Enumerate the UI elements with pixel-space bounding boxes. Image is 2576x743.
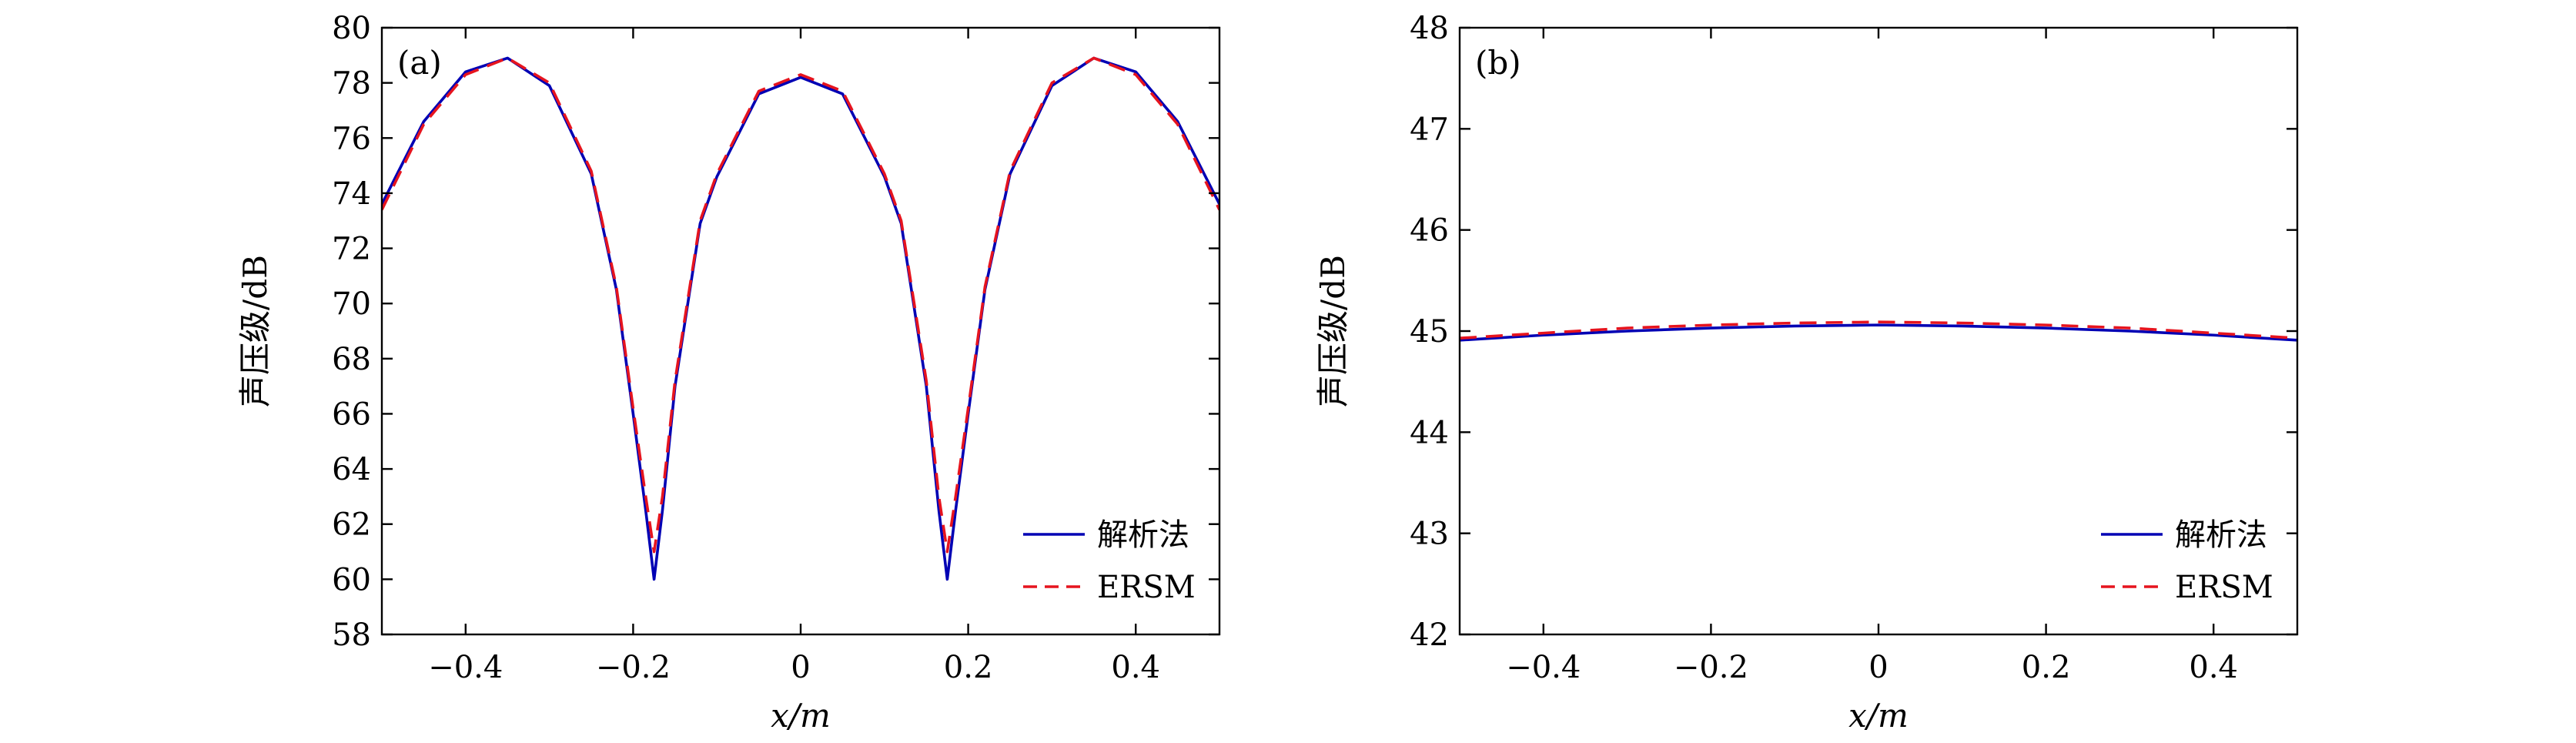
y-tick-label: 72 bbox=[332, 232, 371, 267]
y-tick-label: 43 bbox=[1410, 517, 1449, 552]
y-axis-label: 声压级/dB bbox=[236, 255, 274, 407]
y-tick-label: 45 bbox=[1410, 314, 1449, 350]
y-tick-label: 48 bbox=[1410, 11, 1449, 46]
x-tick-label: −0.2 bbox=[1674, 650, 1748, 685]
y-tick-label: 47 bbox=[1410, 112, 1449, 147]
x-tick-label: 0 bbox=[1868, 650, 1888, 685]
legend: 解析法 ERSM bbox=[1023, 517, 1196, 605]
axes-frame bbox=[380, 26, 1221, 636]
series-line-analytic bbox=[1460, 323, 2297, 342]
y-axis-label: 声压级/dB bbox=[1314, 255, 1352, 407]
y-tick-label: 64 bbox=[332, 452, 371, 487]
y-tick-label: 80 bbox=[332, 11, 371, 46]
x-tick-label: 0.2 bbox=[944, 650, 993, 685]
series-line-analytic bbox=[382, 56, 1219, 581]
x-tick-label: −0.4 bbox=[1506, 650, 1581, 685]
y-tick-label: 44 bbox=[1410, 415, 1449, 450]
x-tick-label: 0.2 bbox=[2022, 650, 2071, 685]
y-tick-label: 66 bbox=[332, 397, 371, 432]
y-tick-label: 76 bbox=[332, 121, 371, 156]
legend-label: 解析法 bbox=[1097, 517, 1189, 553]
x-tick-label: 0.4 bbox=[2189, 650, 2238, 685]
x-tick-label: 0.4 bbox=[1111, 650, 1160, 685]
y-tick-label: 58 bbox=[332, 617, 371, 653]
chart-panel-a: −0.4 −0.2 0 0.2 0.4 58 60 62 64 66 68 70 72 74 76 78 80 (… bbox=[236, 11, 1221, 735]
x-tick-label: 0 bbox=[791, 650, 810, 685]
series-line-ersm bbox=[382, 56, 1219, 554]
legend: 解析法 ERSM bbox=[2101, 517, 2273, 605]
legend-label: 解析法 bbox=[2175, 517, 2267, 553]
x-tick-label: −0.4 bbox=[428, 650, 503, 685]
x-axis-label: x/m bbox=[1848, 697, 1909, 735]
y-tick-label: 78 bbox=[332, 66, 371, 102]
series-line-ersm bbox=[1460, 320, 2297, 340]
y-tick-label: 60 bbox=[332, 562, 371, 597]
y-tick-label: 42 bbox=[1410, 617, 1449, 653]
legend-label: ERSM bbox=[1097, 570, 1196, 605]
x-axis-label: x/m bbox=[771, 697, 831, 735]
panel-label: (b) bbox=[1475, 44, 1521, 82]
y-tick-label: 68 bbox=[332, 342, 371, 377]
x-tick-label: −0.2 bbox=[596, 650, 671, 685]
y-tick-label: 70 bbox=[332, 286, 371, 322]
panel-label: (a) bbox=[397, 44, 442, 82]
y-tick-label: 62 bbox=[332, 507, 371, 543]
y-tick-label: 74 bbox=[332, 176, 371, 212]
y-tick-label: 46 bbox=[1410, 213, 1449, 249]
legend-label: ERSM bbox=[2175, 570, 2273, 605]
chart-panel-b: −0.4 −0.2 0 0.2 0.4 42 43 44 45 46 47 48 (b) x/m 声压级/d… bbox=[1314, 11, 2299, 735]
